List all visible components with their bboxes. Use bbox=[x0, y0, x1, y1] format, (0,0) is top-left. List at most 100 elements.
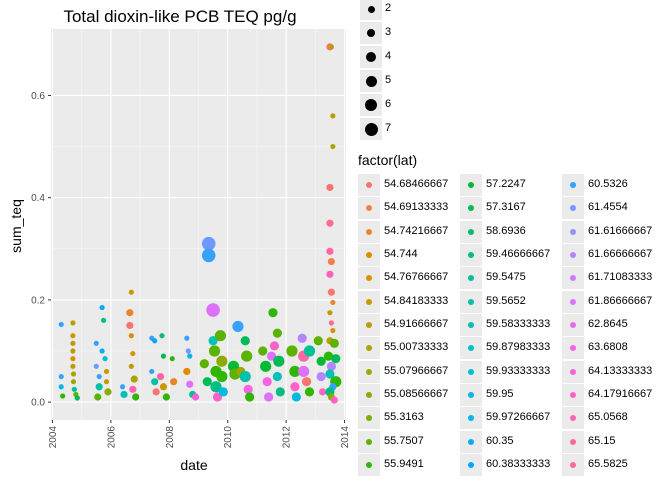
color-legend-item: 59.46666667 bbox=[460, 244, 560, 267]
color-legend-label: 64.17916667 bbox=[588, 388, 653, 401]
data-point bbox=[170, 378, 178, 386]
color-legend-dot bbox=[468, 322, 474, 329]
data-point bbox=[297, 333, 307, 343]
x-tick-label: 2008 bbox=[165, 426, 176, 449]
color-legend-item: 65.15 bbox=[562, 430, 662, 454]
color-legend-item: 64.17916667 bbox=[562, 384, 662, 407]
data-point bbox=[152, 388, 160, 396]
color-legend-key bbox=[562, 267, 584, 290]
color-legend-dot bbox=[570, 182, 576, 188]
data-point bbox=[326, 219, 334, 227]
color-legend-label: 64.13333333 bbox=[588, 364, 653, 377]
color-legend-key bbox=[460, 197, 482, 220]
data-point bbox=[218, 387, 228, 397]
color-legend-item: 54.76766667 bbox=[358, 267, 458, 290]
data-point bbox=[240, 336, 250, 346]
color-legend-item: 54.91666667 bbox=[358, 314, 458, 337]
data-point bbox=[330, 113, 336, 119]
color-legend-label: 60.35 bbox=[486, 434, 514, 447]
data-point bbox=[326, 361, 336, 371]
color-legend-key bbox=[358, 407, 380, 430]
color-legend-label: 55.7507 bbox=[384, 434, 424, 447]
size-dot-5 bbox=[365, 75, 377, 87]
color-legend-dot bbox=[468, 462, 474, 469]
data-point bbox=[286, 345, 298, 357]
data-point bbox=[208, 336, 218, 346]
color-legend-key bbox=[460, 290, 482, 313]
color-legend-item: 60.35 bbox=[460, 430, 560, 454]
color-legend-item: 54.68466667 bbox=[358, 174, 458, 197]
color-legend-key bbox=[358, 384, 380, 407]
data-point bbox=[126, 321, 134, 330]
color-legend-label: 65.0568 bbox=[588, 411, 628, 424]
data-point bbox=[96, 373, 102, 380]
color-legend-item: 55.9491 bbox=[358, 454, 458, 477]
x-axis-label: date bbox=[180, 457, 207, 473]
color-legend-key bbox=[358, 197, 380, 220]
size-legend-key bbox=[360, 0, 382, 20]
color-legend-dot bbox=[366, 392, 372, 399]
data-point bbox=[102, 356, 108, 362]
data-point bbox=[103, 379, 110, 385]
size-legend-label: 2 bbox=[385, 2, 392, 14]
color-legend-dot bbox=[570, 462, 576, 469]
data-point bbox=[272, 371, 282, 382]
data-point bbox=[326, 270, 334, 278]
data-point bbox=[319, 388, 327, 396]
color-legend-item: 60.38333333 bbox=[460, 454, 560, 477]
color-legend-label: 62.8645 bbox=[588, 318, 628, 331]
data-point bbox=[99, 348, 105, 354]
color-legend-item: 54.744 bbox=[358, 244, 458, 267]
data-point bbox=[160, 353, 167, 359]
color-legend-item: 58.6936 bbox=[460, 220, 560, 244]
x-tick-label: 2014 bbox=[340, 426, 351, 449]
color-legend-item: 55.00733333 bbox=[358, 337, 458, 360]
color-legend-item: 54.69133333 bbox=[358, 197, 458, 220]
color-legend-label: 61.4554 bbox=[588, 201, 628, 214]
color-legend-item: 63.6808 bbox=[562, 337, 662, 360]
size-legend-label: 4 bbox=[385, 50, 392, 62]
data-point bbox=[325, 369, 335, 379]
y-tick-label: 0.2 bbox=[31, 295, 45, 306]
data-point bbox=[329, 338, 339, 348]
data-point bbox=[191, 393, 200, 401]
color-legend-key bbox=[460, 314, 482, 337]
data-point bbox=[328, 320, 334, 326]
data-point bbox=[298, 365, 310, 378]
color-legend-label: 54.74216667 bbox=[384, 224, 449, 237]
data-point bbox=[201, 236, 216, 251]
color-legend-dot bbox=[570, 205, 576, 212]
color-legend-dot bbox=[366, 438, 372, 445]
size-legend-key bbox=[360, 94, 382, 116]
color-legend-item: 57.2247 bbox=[460, 174, 560, 197]
data-point bbox=[330, 143, 336, 150]
data-point bbox=[245, 392, 255, 402]
y-tick-label: 0.0 bbox=[31, 398, 45, 409]
color-legend-dot bbox=[570, 392, 576, 399]
color-legend-item: 59.5652 bbox=[460, 290, 560, 314]
color-legend-dot bbox=[468, 182, 474, 188]
color-legend-item: 57.3167 bbox=[460, 197, 560, 220]
data-point bbox=[128, 333, 134, 339]
color-legend-item: 61.66666667 bbox=[562, 244, 662, 267]
data-point bbox=[95, 383, 103, 391]
color-legend-label: 59.95 bbox=[486, 388, 514, 401]
color-legend-dot bbox=[570, 298, 576, 305]
size-legend-key bbox=[360, 70, 382, 92]
size-dot-3 bbox=[367, 29, 375, 37]
data-point bbox=[214, 330, 227, 342]
data-point bbox=[206, 303, 220, 317]
data-point bbox=[201, 248, 216, 263]
data-point bbox=[128, 289, 134, 295]
color-legend-key bbox=[562, 290, 584, 313]
color-legend-item: 59.97266667 bbox=[460, 407, 560, 430]
color-legend-column: 54.68466667 54.69133333 54.74216667 54.744 5… bbox=[358, 174, 458, 477]
color-legend-key bbox=[358, 360, 380, 383]
color-legend-label: 61.61666667 bbox=[588, 224, 653, 237]
color-legend-item: 61.71083333 bbox=[562, 267, 662, 290]
color-legend-label: 57.2247 bbox=[486, 178, 526, 190]
data-point bbox=[93, 340, 99, 346]
color-legend-dot bbox=[366, 298, 372, 305]
data-point bbox=[290, 382, 300, 392]
